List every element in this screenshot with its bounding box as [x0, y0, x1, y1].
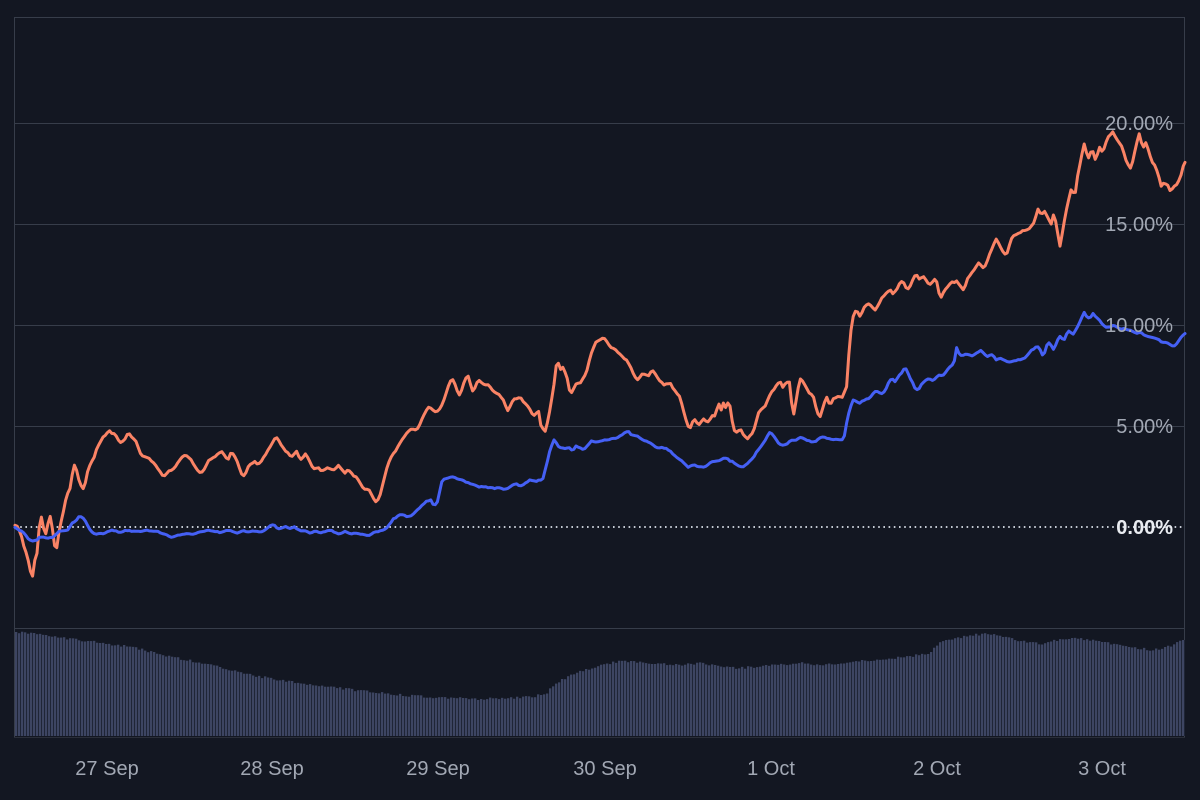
svg-text:10.00%: 10.00%: [1105, 315, 1173, 337]
svg-text:15.00%: 15.00%: [1105, 214, 1173, 236]
svg-text:20.00%: 20.00%: [1105, 113, 1173, 135]
svg-text:27 Sep: 27 Sep: [75, 758, 138, 780]
svg-text:30 Sep: 30 Sep: [573, 758, 636, 780]
svg-text:2 Oct: 2 Oct: [913, 758, 961, 780]
svg-text:29 Sep: 29 Sep: [406, 758, 469, 780]
svg-text:5.00%: 5.00%: [1116, 416, 1173, 438]
svg-text:3 Oct: 3 Oct: [1078, 758, 1126, 780]
svg-text:0.00%: 0.00%: [1116, 517, 1173, 539]
svg-text:28 Sep: 28 Sep: [240, 758, 303, 780]
svg-text:1 Oct: 1 Oct: [747, 758, 795, 780]
